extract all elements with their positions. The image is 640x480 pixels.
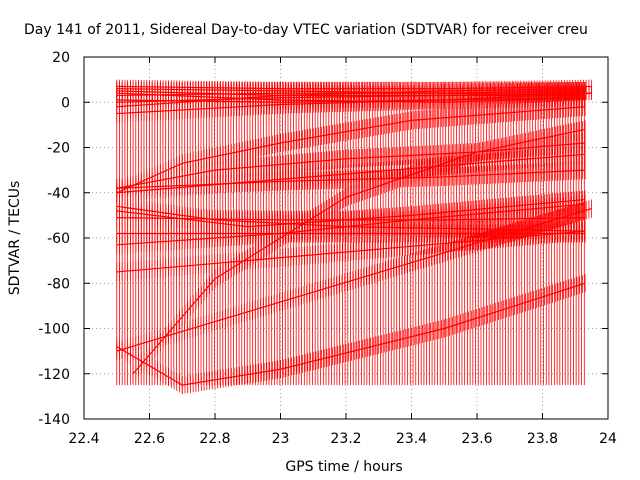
x-tick-label: 23.2 [330, 431, 361, 447]
x-tick-label: 22.8 [199, 431, 230, 447]
x-tick-label: 23.4 [396, 431, 427, 447]
y-tick-label: -120 [38, 367, 70, 383]
y-tick-label: -20 [47, 141, 70, 157]
y-tick-label: -100 [38, 322, 70, 338]
x-tick-label: 22.6 [134, 431, 165, 447]
y-tick-label: -140 [38, 412, 70, 428]
x-tick-label: 23.8 [527, 431, 558, 447]
x-tick-labels: 22.4 22.6 22.8 23 23.2 23.4 23.6 23.8 24 [68, 431, 617, 447]
y-tick-labels: -140 -120 -100 -80 -60 -40 -20 0 20 [38, 50, 70, 428]
y-tick-label: 0 [61, 95, 70, 111]
y-tick-label: -40 [47, 186, 70, 202]
series-group [116, 79, 593, 395]
chart-title: Day 141 of 2011, Sidereal Day-to-day VTE… [24, 22, 588, 38]
x-axis-label: GPS time / hours [285, 459, 402, 475]
y-tick-label: -80 [47, 276, 70, 292]
x-tick-label: 22.4 [68, 431, 99, 447]
x-tick-label: 23.6 [461, 431, 492, 447]
y-tick-label: -60 [47, 231, 70, 247]
x-tick-label: 24 [599, 431, 617, 447]
y-axis-label: SDTVAR / TECUs [7, 181, 23, 296]
x-tick-label: 23 [272, 431, 290, 447]
ticks [83, 56, 609, 420]
y-tick-label: 20 [52, 50, 70, 66]
